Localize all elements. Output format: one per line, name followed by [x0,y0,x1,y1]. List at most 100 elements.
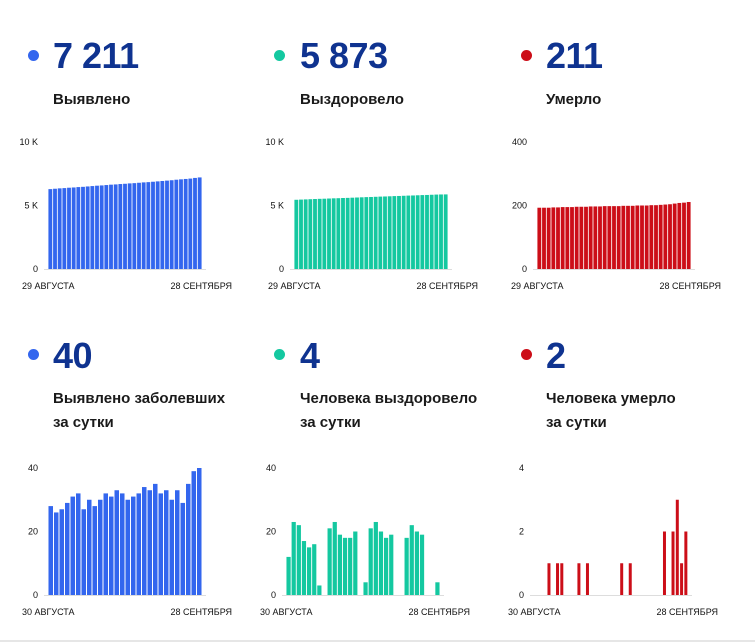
bar [560,207,565,269]
bar [415,195,420,269]
bar [62,188,67,269]
bar [355,197,359,269]
bar [341,198,345,269]
bar [672,203,677,269]
bar [542,207,546,269]
bar [551,207,556,269]
legend-dot [28,50,39,61]
x-tick-label: 29 АВГУСТА [511,281,564,291]
bar [197,468,202,595]
y-tick-label: 0 [522,264,527,274]
y-tick-label: 40 [28,463,38,473]
bar [317,198,322,269]
bar [565,207,570,269]
x-tick-label: 30 АВГУСТА [22,607,75,617]
bar [81,509,87,595]
y-tick-label: 0 [33,264,38,274]
daily-value: 4 [300,335,320,376]
x-tick-label: 28 СЕНТЯБРЯ [416,281,478,291]
label-line-1: Выявлено заболевших [53,390,226,407]
bar [301,541,307,596]
bar-chart: 4 2 0 30 АВГУСТА 28 СЕНТЯБРЯ [508,463,718,617]
x-tick-label: 30 АВГУСТА [260,607,313,617]
bar [165,180,169,269]
bar [686,202,691,269]
bar [577,563,581,595]
total-value: 5 873 [300,35,388,76]
bar [537,207,542,269]
bar [602,206,607,269]
bar [286,556,291,595]
bar [137,182,141,269]
bar [429,194,434,269]
bar [48,506,53,595]
y-tick-label: 40 [266,463,276,473]
panel-label: Умерло [546,88,601,112]
bar [677,202,682,269]
bar [322,198,327,269]
bar [682,202,686,269]
bar [76,493,81,595]
bar [186,483,191,596]
x-tick-label: 28 СЕНТЯБРЯ [170,607,232,617]
bar [404,537,409,595]
bar [98,499,103,595]
legend-dot [28,349,39,360]
bar [439,194,443,269]
bar [155,181,160,269]
bar [109,496,114,595]
bar [373,521,378,595]
bar [132,183,137,269]
bar [644,205,649,269]
bar [397,195,401,269]
bar [345,197,350,269]
bar [612,206,616,269]
y-tick-label: 400 [512,137,527,147]
bar [546,207,551,269]
bar [191,471,197,595]
bar [435,582,440,595]
bar [53,188,57,269]
y-tick-label: 0 [279,264,284,274]
bar [640,205,644,269]
bar [598,206,602,269]
bar [151,181,155,269]
y-tick-label: 5 K [270,201,284,211]
bar-chart: 10 K 5 K 0 29 АВГУСТА 28 СЕНТЯБРЯ [19,137,232,291]
label-line-2: за сутки [546,414,607,431]
bar [158,493,164,595]
bar [118,184,123,269]
bar [48,189,53,269]
bar [336,198,341,269]
bar [359,197,364,269]
bar [327,198,331,269]
bar [383,196,387,269]
bar [164,490,169,595]
bar [368,528,373,595]
y-tick-label: 2 [519,527,524,537]
bar [607,206,612,269]
bar [684,531,688,595]
bar [384,537,389,595]
bar [411,195,415,269]
bar [425,194,429,269]
bar [317,585,322,595]
bar-chart: 400 200 0 29 АВГУСТА 28 СЕНТЯБРЯ [511,137,721,291]
bar [153,483,158,596]
panel-recovered-total: 5 873 Выздоровело 10 K 5 K 0 29 АВГУСТА 28 С… [246,0,491,321]
bar [53,512,59,595]
bar [588,206,593,269]
legend-dot [521,349,532,360]
label-line-1: Выздоровело [300,91,404,108]
bar [663,204,668,269]
bar [331,198,336,269]
bar [142,487,147,595]
bar [174,179,179,269]
x-tick-label: 28 СЕНТЯБРЯ [659,281,721,291]
bar [104,185,109,269]
bar [169,180,174,269]
bar [443,194,448,269]
bar [621,205,626,269]
bar [649,205,654,269]
bar [414,531,420,595]
